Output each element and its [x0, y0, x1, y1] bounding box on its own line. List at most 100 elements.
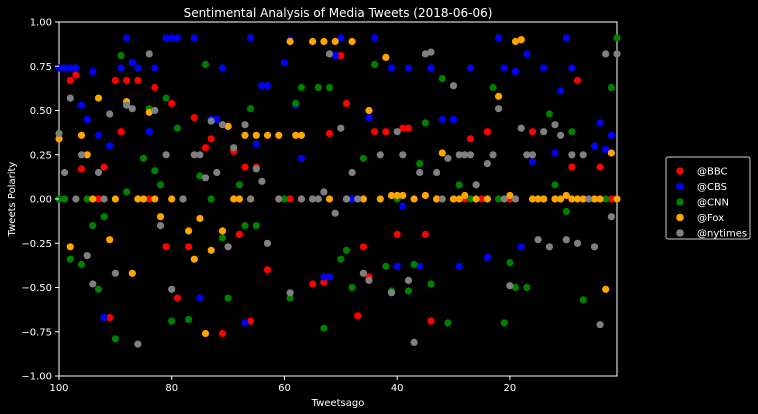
data-point: [506, 191, 514, 200]
data-point: [410, 338, 418, 346]
data-point: [325, 129, 334, 138]
data-point: [342, 246, 351, 254]
data-point: [404, 64, 413, 72]
data-point: [528, 195, 537, 203]
data-point: [145, 195, 153, 203]
data-point: [100, 213, 108, 221]
data-point: [77, 165, 86, 173]
data-point: [534, 195, 542, 203]
y-axis-label: Tweets Polarity: [7, 162, 18, 238]
y-tick-label: 1.00: [30, 18, 52, 29]
data-point: [128, 59, 136, 67]
data-point: [596, 321, 604, 329]
data-point: [387, 289, 396, 297]
data-point: [168, 99, 176, 107]
data-point: [89, 195, 97, 203]
data-point: [230, 144, 238, 152]
data-point: [190, 34, 198, 42]
data-point: [461, 151, 469, 159]
legend-label: @nytimes: [697, 229, 747, 240]
data-point: [151, 64, 159, 72]
data-point: [156, 213, 165, 221]
data-point: [325, 50, 334, 58]
data-point: [151, 106, 159, 115]
data-point: [416, 168, 424, 177]
data-point: [139, 195, 148, 203]
data-point: [173, 294, 181, 302]
data-point: [190, 114, 198, 122]
data-point: [151, 83, 159, 92]
data-point: [410, 195, 418, 203]
data-point: [438, 115, 446, 123]
data-point: [540, 195, 548, 203]
data-point: [196, 151, 204, 159]
data-point: [500, 319, 508, 327]
data-point: [77, 151, 86, 159]
data-point: [342, 195, 351, 203]
data-point: [77, 101, 86, 109]
series-cnn: [55, 34, 621, 343]
data-point: [196, 214, 204, 223]
x-tick-label: 60: [278, 383, 291, 394]
data-point: [387, 64, 396, 72]
legend-marker: [676, 167, 684, 175]
data-point: [596, 163, 604, 171]
data-point: [607, 131, 616, 139]
data-point: [483, 160, 491, 168]
data-point: [579, 296, 587, 304]
data-point: [562, 191, 570, 200]
data-point: [66, 243, 74, 251]
data-point: [404, 287, 413, 295]
data-point: [348, 37, 356, 46]
data-point: [466, 151, 475, 159]
data-point: [449, 195, 458, 203]
data-point: [117, 52, 125, 60]
data-point: [297, 131, 305, 139]
data-point: [66, 64, 74, 72]
data-point: [106, 314, 114, 322]
data-point: [421, 230, 429, 238]
data-point: [196, 294, 204, 302]
data-point: [309, 195, 317, 203]
y-tick-label: −1.00: [21, 372, 52, 383]
data-point: [213, 115, 221, 123]
series-nytimes: [55, 48, 621, 348]
data-point: [173, 124, 181, 132]
data-point: [551, 181, 559, 189]
data-point: [596, 119, 604, 127]
data-point: [185, 315, 193, 323]
data-point: [83, 151, 91, 159]
data-point: [106, 110, 114, 118]
data-point: [348, 168, 356, 177]
data-point: [94, 94, 103, 102]
data-point: [94, 285, 103, 293]
data-point: [224, 294, 232, 302]
data-point: [258, 82, 266, 90]
data-point: [449, 115, 458, 123]
data-point: [590, 142, 599, 150]
data-point: [607, 213, 616, 221]
data-point: [106, 236, 114, 244]
data-point: [444, 154, 452, 162]
data-point: [179, 195, 187, 203]
data-point: [89, 68, 97, 76]
data-point: [399, 124, 407, 132]
data-point: [517, 124, 525, 132]
data-point: [523, 151, 531, 159]
data-point: [241, 222, 249, 230]
data-point: [607, 195, 616, 203]
data-point: [540, 128, 548, 136]
data-point: [365, 114, 373, 122]
data-point: [128, 269, 136, 277]
legend-label: @CNN: [697, 198, 729, 209]
data-point: [365, 276, 373, 284]
data-point: [185, 227, 193, 235]
data-point: [354, 195, 362, 203]
data-point: [275, 131, 283, 139]
data-point: [596, 195, 604, 203]
data-point: [331, 52, 339, 60]
data-point: [359, 154, 367, 162]
data-point: [568, 151, 576, 159]
data-point: [495, 195, 503, 203]
data-point: [320, 37, 328, 46]
